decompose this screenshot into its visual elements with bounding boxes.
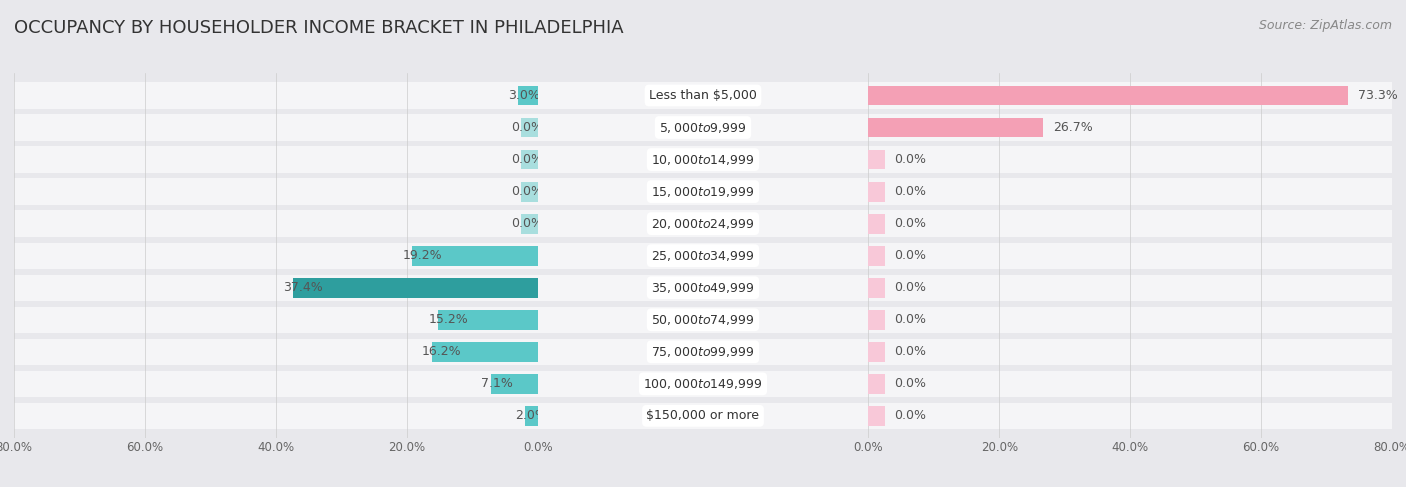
Text: $10,000 to $14,999: $10,000 to $14,999	[651, 152, 755, 167]
Text: 0.0%: 0.0%	[894, 313, 927, 326]
Bar	[0, 371, 1406, 397]
Bar	[0, 243, 1406, 269]
Text: $20,000 to $24,999: $20,000 to $24,999	[651, 217, 755, 231]
Bar	[0, 147, 1406, 173]
Bar	[0, 338, 1406, 365]
Bar	[0, 307, 1406, 333]
Bar	[0, 275, 1406, 301]
Text: 16.2%: 16.2%	[422, 345, 461, 358]
Bar	[491, 374, 537, 394]
Bar	[0, 82, 1406, 109]
Bar	[0, 210, 1406, 237]
Bar	[0, 178, 1406, 205]
Bar	[522, 182, 537, 202]
Bar	[0, 147, 1406, 173]
Text: 15.2%: 15.2%	[429, 313, 468, 326]
Bar	[869, 182, 884, 202]
Bar	[439, 310, 537, 330]
Text: $100,000 to $149,999: $100,000 to $149,999	[644, 377, 762, 391]
Text: $50,000 to $74,999: $50,000 to $74,999	[651, 313, 755, 327]
Text: 0.0%: 0.0%	[894, 345, 927, 358]
Text: Less than $5,000: Less than $5,000	[650, 89, 756, 102]
Bar	[869, 342, 884, 362]
Bar	[517, 86, 537, 105]
Text: 2.0%: 2.0%	[515, 410, 547, 422]
Text: Source: ZipAtlas.com: Source: ZipAtlas.com	[1258, 19, 1392, 33]
Text: 0.0%: 0.0%	[894, 217, 927, 230]
Text: $15,000 to $19,999: $15,000 to $19,999	[651, 185, 755, 199]
Bar	[0, 178, 1406, 205]
Bar	[869, 246, 884, 265]
Text: 0.0%: 0.0%	[894, 185, 927, 198]
Text: $35,000 to $49,999: $35,000 to $49,999	[651, 281, 755, 295]
Bar	[0, 178, 1406, 205]
Text: 0.0%: 0.0%	[894, 281, 927, 294]
Text: 26.7%: 26.7%	[1053, 121, 1092, 134]
Text: 0.0%: 0.0%	[894, 153, 927, 166]
Text: 0.0%: 0.0%	[512, 217, 544, 230]
Bar	[0, 307, 1406, 333]
Bar	[292, 278, 537, 298]
Text: 3.0%: 3.0%	[508, 89, 540, 102]
Text: 19.2%: 19.2%	[402, 249, 441, 262]
Bar	[0, 338, 1406, 365]
Bar	[869, 150, 884, 169]
Text: 0.0%: 0.0%	[512, 153, 544, 166]
Bar	[869, 117, 1043, 137]
Text: 0.0%: 0.0%	[894, 410, 927, 422]
Bar	[869, 278, 884, 298]
Bar	[0, 114, 1406, 141]
Text: $25,000 to $34,999: $25,000 to $34,999	[651, 249, 755, 262]
Bar	[0, 82, 1406, 109]
Bar	[0, 82, 1406, 109]
Bar	[524, 406, 537, 426]
Bar	[869, 406, 884, 426]
Bar	[522, 150, 537, 169]
Bar	[0, 275, 1406, 301]
Text: $75,000 to $99,999: $75,000 to $99,999	[651, 345, 755, 359]
Bar	[0, 243, 1406, 269]
Text: 37.4%: 37.4%	[283, 281, 323, 294]
Text: $150,000 or more: $150,000 or more	[647, 410, 759, 422]
Bar	[0, 403, 1406, 429]
Bar	[0, 403, 1406, 429]
Text: 73.3%: 73.3%	[1358, 89, 1398, 102]
Bar	[869, 310, 884, 330]
Bar	[869, 374, 884, 394]
Bar	[0, 338, 1406, 365]
Text: 0.0%: 0.0%	[512, 121, 544, 134]
Text: OCCUPANCY BY HOUSEHOLDER INCOME BRACKET IN PHILADELPHIA: OCCUPANCY BY HOUSEHOLDER INCOME BRACKET …	[14, 19, 624, 37]
Text: $5,000 to $9,999: $5,000 to $9,999	[659, 120, 747, 134]
Bar	[0, 371, 1406, 397]
Bar	[0, 403, 1406, 429]
Text: 0.0%: 0.0%	[894, 377, 927, 391]
Bar	[0, 371, 1406, 397]
Bar	[0, 243, 1406, 269]
Bar	[0, 307, 1406, 333]
Text: 7.1%: 7.1%	[481, 377, 513, 391]
Bar	[522, 214, 537, 234]
Bar	[0, 147, 1406, 173]
Bar	[0, 275, 1406, 301]
Bar	[0, 210, 1406, 237]
Bar	[0, 114, 1406, 141]
Bar	[412, 246, 537, 265]
Bar	[0, 210, 1406, 237]
Bar	[869, 86, 1348, 105]
Text: 0.0%: 0.0%	[894, 249, 927, 262]
Bar	[522, 117, 537, 137]
Bar	[0, 114, 1406, 141]
Bar	[869, 214, 884, 234]
Bar	[432, 342, 537, 362]
Text: 0.0%: 0.0%	[512, 185, 544, 198]
